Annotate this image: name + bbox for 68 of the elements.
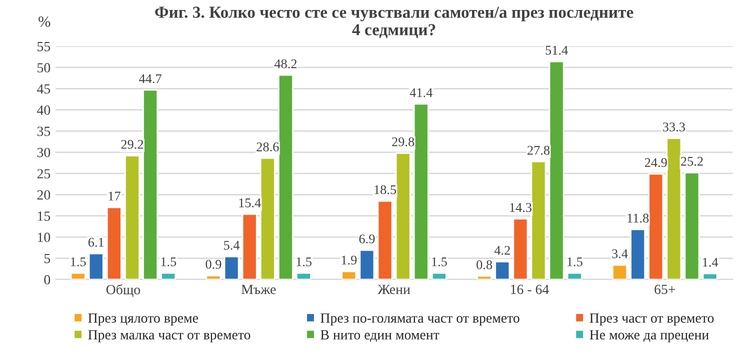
data-label: 28.6	[256, 142, 279, 152]
bar	[494, 260, 510, 280]
legend-label: През малка част от времето	[88, 330, 250, 342]
data-label: 0.8	[476, 260, 492, 270]
data-label: 33.3	[663, 122, 685, 132]
data-label: 3.4	[612, 249, 628, 258]
legend-label: Не може да прецени	[590, 330, 709, 342]
data-label: 51.4	[546, 46, 568, 55]
data-label: 6.1	[88, 238, 104, 247]
data-label: 1.5	[568, 257, 582, 266]
bar	[431, 272, 447, 280]
legend-label: През част от времето	[590, 313, 714, 326]
bar	[296, 272, 312, 280]
data-label: 11.8	[628, 214, 649, 223]
data-label: 0.9	[206, 260, 222, 269]
bar	[206, 274, 222, 280]
bar	[242, 213, 258, 280]
y-tick-label: 45	[37, 84, 50, 94]
data-label: 6.9	[359, 234, 375, 244]
y-tick-label: 40	[37, 105, 50, 115]
data-label: 41.4	[410, 88, 432, 98]
bar	[341, 270, 357, 280]
y-tick-label: 30	[37, 148, 50, 158]
bar	[160, 272, 176, 280]
y-tick-label: 15	[38, 212, 50, 221]
y-tick-label: 50	[38, 63, 50, 72]
data-label: 14.3	[510, 203, 532, 212]
data-label: 1.4	[702, 258, 718, 267]
x-tick-label: 16 - 64	[511, 284, 549, 294]
data-label: 15.4	[239, 198, 261, 208]
x-tick-label: Мъже	[241, 284, 276, 294]
y-tick-label: 5	[44, 254, 50, 264]
data-label: 17	[108, 192, 120, 200]
y-tick-label: 20	[37, 190, 50, 200]
data-label: 1.9	[342, 256, 357, 265]
y-tick-label: 25	[37, 169, 50, 178]
bar	[476, 275, 492, 280]
legend-label: През по-голямата част от времето	[320, 313, 520, 326]
data-label: 29.8	[392, 137, 414, 146]
y-tick-label: 35	[37, 126, 50, 136]
x-tick-label: Жени	[378, 284, 410, 294]
bar	[702, 272, 718, 280]
bar	[566, 272, 582, 280]
data-label: 1.5	[70, 257, 86, 266]
chart-title: Фиг. 3. Колко често сте се чувствали самотен/а през последните 4 седмици?	[155, 6, 634, 38]
y-tick-label: 0	[44, 275, 50, 284]
data-label: 24.9	[644, 158, 667, 168]
y-axis-title: %	[38, 16, 50, 27]
data-label: 1.5	[296, 257, 312, 266]
data-label: 25.2	[681, 156, 703, 166]
data-label: 29.2	[121, 140, 144, 149]
y-tick-label: 10	[38, 232, 50, 242]
data-label: 48.2	[274, 59, 297, 68]
data-label: 44.7	[139, 74, 162, 84]
y-tick-label: 55	[38, 42, 50, 52]
data-label: 27.8	[528, 146, 550, 155]
x-tick-label: 65+	[654, 284, 676, 294]
x-tick-label: Общо	[106, 284, 140, 298]
data-label: 5.4	[224, 240, 240, 250]
bar	[124, 154, 140, 280]
data-label: 4.2	[494, 246, 510, 255]
bar	[612, 264, 628, 280]
legend-label: През цялото време	[88, 313, 198, 326]
legend-label: В нито един момент	[320, 330, 440, 342]
data-label: 1.5	[161, 257, 176, 266]
bar	[70, 272, 86, 280]
data-label: 1.5	[432, 257, 447, 266]
data-label: 18.5	[374, 185, 396, 194]
